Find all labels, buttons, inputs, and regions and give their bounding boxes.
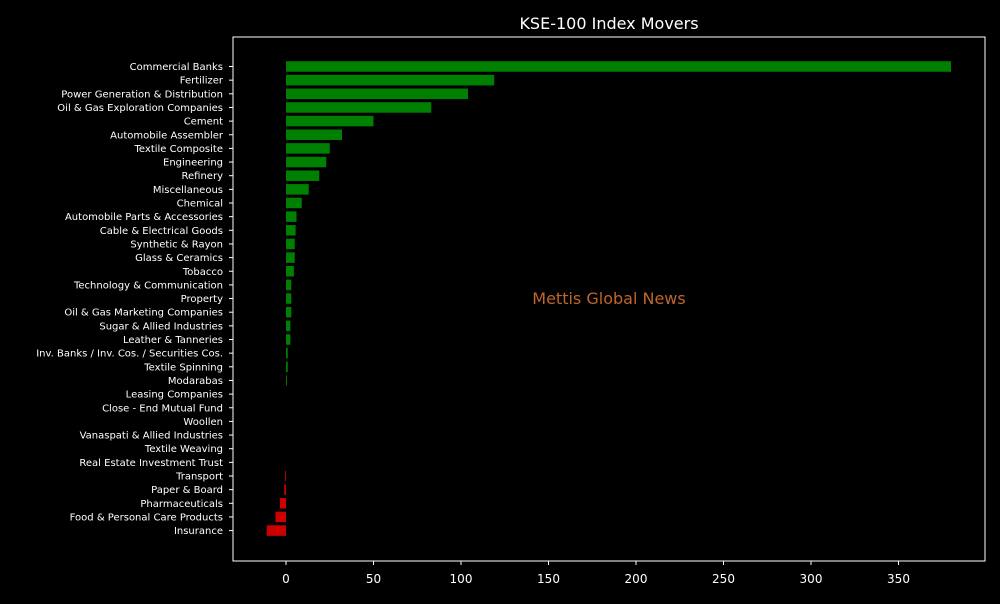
bar: [285, 470, 286, 482]
x-tick-label: 50: [366, 572, 381, 586]
chart-title: KSE-100 Index Movers: [519, 14, 698, 33]
bar: [286, 320, 291, 332]
x-tick-label: 0: [282, 572, 290, 586]
bar: [286, 334, 291, 345]
bar: [286, 61, 951, 72]
x-tick-label: 150: [537, 572, 560, 586]
bar: [266, 525, 286, 536]
x-tick-label: 350: [887, 572, 910, 586]
bar: [286, 102, 432, 113]
bar: [286, 293, 292, 304]
bar: [286, 115, 374, 127]
bar: [286, 184, 309, 195]
watermark-text: Mettis Global News: [532, 289, 685, 308]
category-label: Inv. Banks / Inv. Cos. / Securities Cos.: [36, 349, 223, 360]
category-label: Insurance: [174, 526, 223, 537]
category-label: Oil & Gas Marketing Companies: [64, 308, 223, 319]
category-label: Close - End Mutual Fund: [102, 403, 223, 414]
category-label: Vanaspati & Allied Industries: [80, 431, 223, 442]
bar: [286, 197, 302, 209]
category-label: Paper & Board: [151, 485, 223, 496]
category-label: Real Estate Investment Trust: [79, 458, 223, 469]
bar: [279, 498, 286, 509]
category-label: Food & Personal Care Products: [70, 512, 223, 523]
bar: [284, 484, 286, 495]
bar: [286, 238, 295, 250]
bar: [286, 266, 294, 277]
category-label: Miscellaneous: [153, 185, 223, 196]
category-label: Modarabas: [168, 376, 223, 387]
category-label: Leather & Tanneries: [123, 335, 223, 346]
category-labels-group: Commercial Banks Fertilizer Power Generati…: [36, 62, 224, 537]
bar: [286, 279, 292, 291]
category-label: Engineering: [163, 158, 223, 169]
category-label: Synthetic & Rayon: [130, 239, 223, 250]
category-label: Cable & Electrical Goods: [100, 226, 223, 237]
category-label: Sugar & Allied Industries: [99, 321, 223, 332]
category-label: Textile Weaving: [144, 444, 223, 455]
category-label: Automobile Parts & Accessories: [65, 212, 223, 223]
category-label: Transport: [175, 472, 223, 483]
category-label: Glass & Ceramics: [135, 253, 223, 264]
bar: [275, 511, 286, 523]
category-label: Woollen: [183, 417, 223, 428]
y-ticks-group: [229, 66, 233, 532]
x-tick-label: 200: [625, 572, 648, 586]
category-label: Fertilizer: [180, 76, 224, 87]
x-ticks-group: 0 50 100 150 200 250 300 350: [282, 561, 910, 586]
bar: [286, 375, 287, 386]
category-label: Property: [181, 294, 223, 305]
bar: [286, 347, 288, 359]
category-label: Tobacco: [182, 267, 223, 278]
bar: [286, 143, 330, 154]
x-tick-label: 300: [800, 572, 823, 586]
x-tick-label: 100: [450, 572, 473, 586]
bar: [286, 252, 295, 263]
category-label: Power Generation & Distribution: [61, 89, 223, 100]
x-tick-label: 250: [712, 572, 735, 586]
bar: [286, 170, 320, 181]
category-label: Commercial Banks: [130, 62, 223, 73]
category-label: Textile Composite: [134, 144, 223, 155]
category-label: Refinery: [182, 171, 224, 182]
category-label: Technology & Communication: [73, 280, 223, 291]
bar: [286, 74, 495, 86]
bar: [286, 129, 342, 140]
category-label: Pharmaceuticals: [140, 499, 223, 510]
category-label: Cement: [184, 117, 223, 128]
bar: [286, 88, 468, 100]
category-label: Automobile Assembler: [110, 130, 224, 141]
bars-group: [266, 61, 951, 536]
category-label: Oil & Gas Exploration Companies: [57, 103, 223, 114]
bar: [286, 225, 296, 236]
bar: [286, 306, 292, 318]
category-label: Chemical: [177, 199, 223, 210]
category-label: Textile Spinning: [143, 362, 223, 373]
bar: [286, 211, 297, 222]
bar: [286, 156, 327, 168]
bar: [286, 361, 288, 373]
category-label: Leasing Companies: [126, 390, 223, 401]
